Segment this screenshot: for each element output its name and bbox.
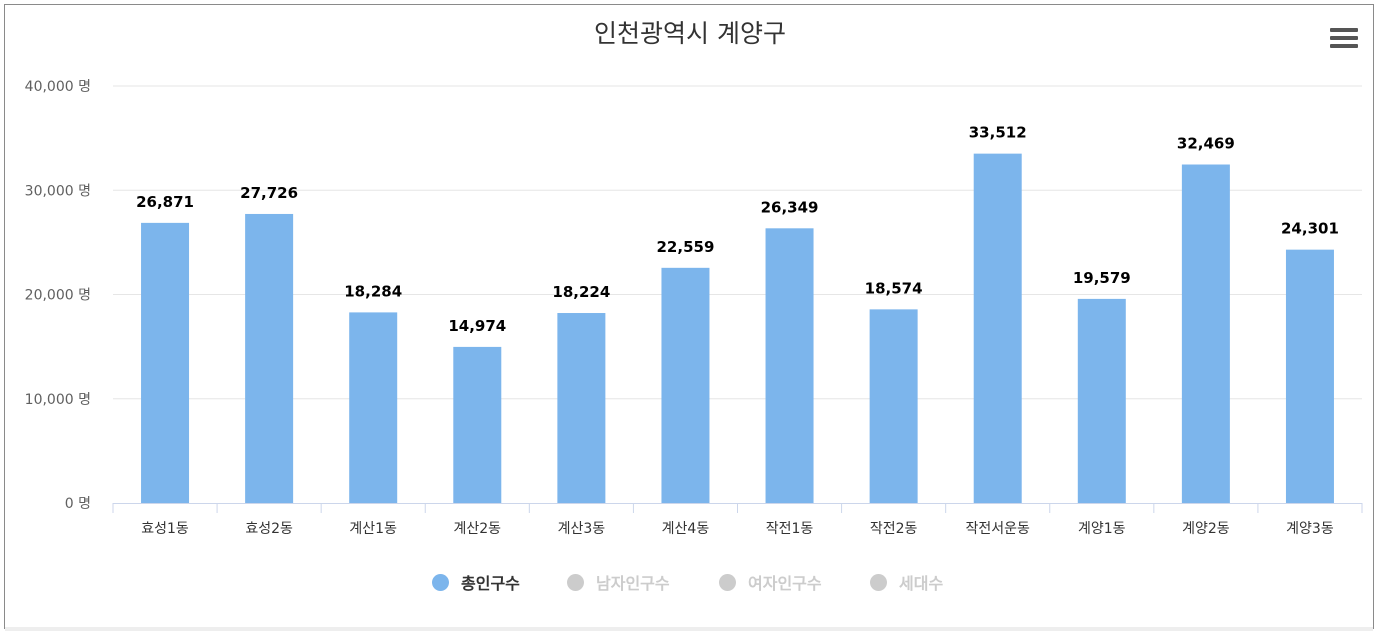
- bar[interactable]: [141, 222, 190, 504]
- data-label: 24,301: [1281, 220, 1339, 238]
- x-tick-label: 계양2동: [1182, 521, 1230, 537]
- x-tick-label: 효성2동: [245, 521, 293, 537]
- data-label: 18,574: [865, 279, 923, 297]
- data-label: 18,284: [344, 282, 402, 300]
- bar[interactable]: [1077, 298, 1126, 503]
- bar[interactable]: [453, 346, 502, 503]
- legend-label: 남자인구수: [596, 574, 670, 593]
- y-tick-label: 20,000 명: [25, 288, 91, 304]
- data-label: 19,579: [1073, 269, 1131, 287]
- x-tick-label: 계양1동: [1078, 521, 1126, 537]
- legend-item-total[interactable]: 총인구수: [432, 570, 520, 594]
- legend-dot-icon: [870, 573, 887, 591]
- x-tick-label: 계산1동: [349, 521, 397, 537]
- data-label: 22,559: [657, 238, 715, 256]
- x-tick-label: 효성1동: [141, 521, 189, 537]
- chart-title: 인천광역시 계양구: [594, 19, 786, 48]
- legend-item-female[interactable]: 여자인구수: [719, 570, 822, 594]
- data-label: 26,871: [136, 193, 194, 211]
- bar[interactable]: [869, 309, 918, 503]
- legend-dot-icon: [567, 573, 584, 591]
- data-label: 27,726: [240, 184, 298, 202]
- bar[interactable]: [661, 267, 710, 503]
- legend-item-male[interactable]: 남자인구수: [567, 570, 670, 594]
- legend-item-households[interactable]: 세대수: [870, 570, 943, 594]
- legend-label: 여자인구수: [748, 574, 822, 593]
- x-tick-label: 계산2동: [454, 521, 502, 537]
- legend-dot-icon: [432, 573, 449, 591]
- legend-label: 총인구수: [461, 574, 520, 593]
- data-label: 14,974: [448, 317, 506, 335]
- y-tick-label: 10,000 명: [25, 392, 91, 408]
- data-label: 26,349: [761, 198, 819, 216]
- bar[interactable]: [245, 213, 294, 503]
- legend-label: 세대수: [899, 574, 944, 593]
- bar[interactable]: [1181, 164, 1230, 503]
- bar[interactable]: [557, 313, 606, 503]
- x-tick-label: 계양3동: [1286, 521, 1334, 537]
- x-tick-label: 계산4동: [662, 521, 710, 537]
- data-label: 18,224: [552, 283, 610, 301]
- data-label: 33,512: [969, 124, 1027, 142]
- bar[interactable]: [349, 312, 398, 503]
- x-tick-label: 작전1동: [766, 521, 814, 537]
- bar[interactable]: [765, 228, 814, 503]
- hamburger-menu-icon[interactable]: [1330, 28, 1358, 50]
- x-tick-label: 계산3동: [558, 521, 606, 537]
- x-tick-label: 작전서운동: [966, 521, 1031, 537]
- bar[interactable]: [973, 153, 1022, 504]
- y-tick-label: 30,000 명: [25, 183, 91, 199]
- bar[interactable]: [1285, 249, 1334, 503]
- legend: 총인구수 남자인구수 여자인구수 세대수: [0, 570, 1380, 594]
- y-tick-label: 40,000 명: [25, 79, 91, 95]
- bottom-strip: [5, 627, 1373, 631]
- x-tick-label: 작전2동: [870, 521, 918, 537]
- y-tick-label: 0 명: [65, 496, 91, 512]
- legend-dot-icon: [719, 573, 736, 591]
- data-label: 32,469: [1177, 135, 1235, 153]
